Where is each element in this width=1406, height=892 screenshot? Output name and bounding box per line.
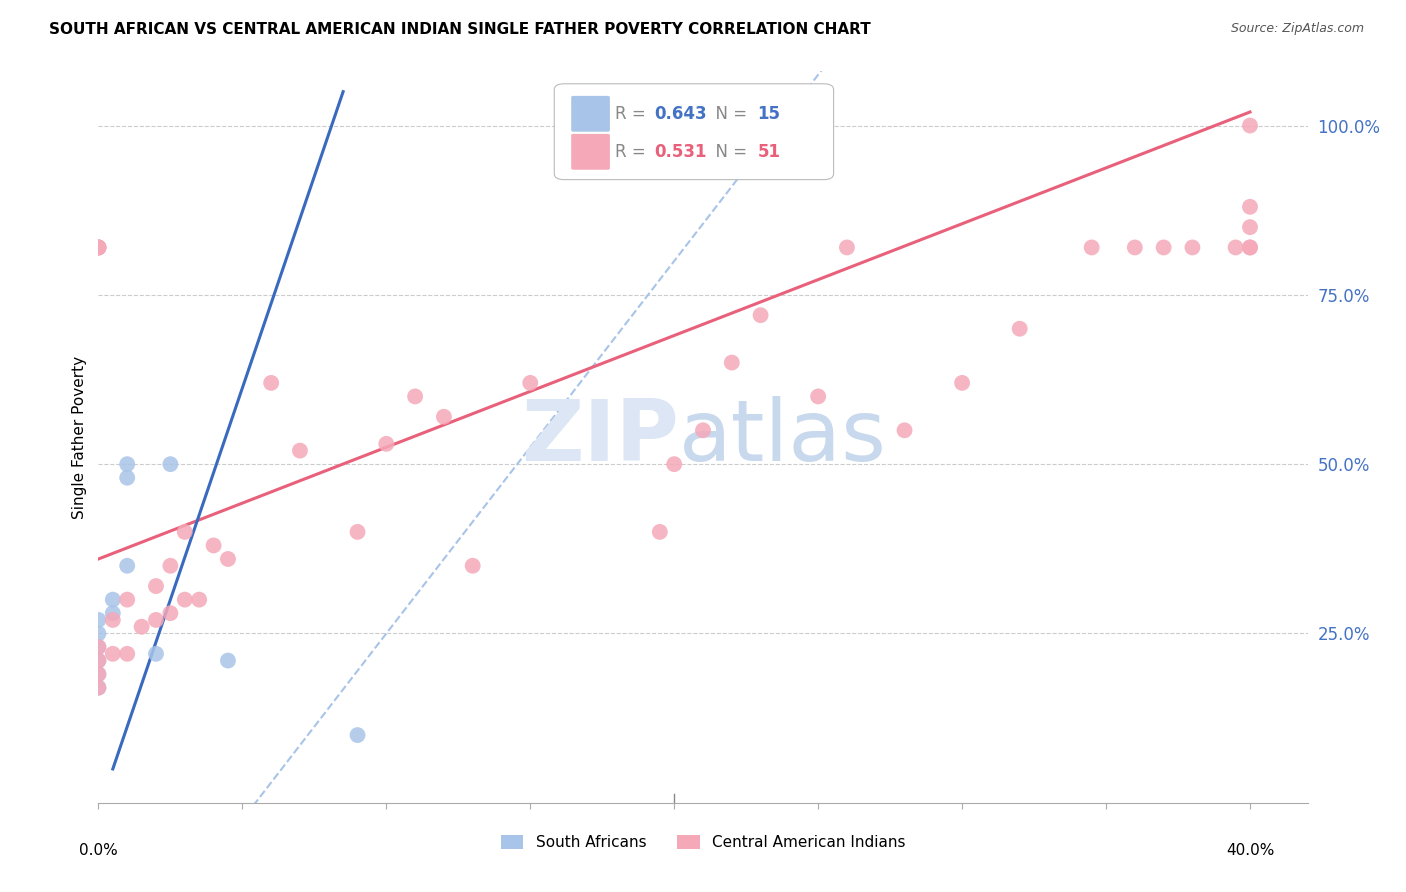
- Point: [173, 592, 195, 607]
- Point: [664, 457, 686, 471]
- Point: [1239, 240, 1261, 254]
- Point: [217, 654, 239, 668]
- Point: [87, 240, 110, 254]
- Text: 0.643: 0.643: [655, 104, 707, 123]
- Point: [145, 647, 167, 661]
- Point: [87, 640, 110, 654]
- FancyBboxPatch shape: [571, 95, 610, 132]
- Point: [87, 626, 110, 640]
- Point: [115, 457, 138, 471]
- Legend: South Africans, Central American Indians: South Africans, Central American Indians: [501, 835, 905, 850]
- Point: [749, 308, 772, 322]
- Point: [87, 667, 110, 681]
- Point: [1123, 240, 1146, 254]
- Point: [173, 524, 195, 539]
- Point: [87, 667, 110, 681]
- Text: Source: ZipAtlas.com: Source: ZipAtlas.com: [1230, 22, 1364, 36]
- Text: R =: R =: [614, 143, 651, 161]
- Point: [217, 552, 239, 566]
- Text: R =: R =: [614, 104, 651, 123]
- Point: [87, 640, 110, 654]
- Point: [115, 592, 138, 607]
- Point: [1153, 240, 1175, 254]
- Point: [1181, 240, 1204, 254]
- Point: [115, 471, 138, 485]
- Point: [1239, 220, 1261, 235]
- Point: [260, 376, 283, 390]
- Point: [101, 606, 124, 620]
- Point: [404, 389, 426, 403]
- Point: [87, 240, 110, 254]
- Point: [87, 240, 110, 254]
- Point: [159, 606, 181, 620]
- Text: 51: 51: [758, 143, 780, 161]
- Text: 15: 15: [758, 104, 780, 123]
- Point: [1239, 119, 1261, 133]
- Point: [375, 437, 398, 451]
- Point: [807, 389, 830, 403]
- Text: 40.0%: 40.0%: [1226, 843, 1274, 858]
- Text: SOUTH AFRICAN VS CENTRAL AMERICAN INDIAN SINGLE FATHER POVERTY CORRELATION CHART: SOUTH AFRICAN VS CENTRAL AMERICAN INDIAN…: [49, 22, 870, 37]
- Text: atlas: atlas: [679, 395, 887, 479]
- Point: [115, 647, 138, 661]
- Point: [1239, 200, 1261, 214]
- Point: [1239, 240, 1261, 254]
- Y-axis label: Single Father Poverty: Single Father Poverty: [72, 356, 87, 518]
- Point: [433, 409, 456, 424]
- Point: [101, 592, 124, 607]
- Point: [288, 443, 311, 458]
- Point: [101, 613, 124, 627]
- Point: [648, 524, 671, 539]
- Point: [159, 558, 181, 573]
- Point: [461, 558, 484, 573]
- Point: [346, 728, 368, 742]
- Point: [87, 240, 110, 254]
- Text: 0.0%: 0.0%: [79, 843, 118, 858]
- Point: [145, 613, 167, 627]
- Text: 0.531: 0.531: [655, 143, 707, 161]
- Point: [87, 240, 110, 254]
- Point: [692, 423, 714, 437]
- Point: [87, 654, 110, 668]
- FancyBboxPatch shape: [571, 134, 610, 169]
- Point: [87, 681, 110, 695]
- Point: [893, 423, 915, 437]
- Text: N =: N =: [706, 143, 752, 161]
- Point: [131, 620, 153, 634]
- Point: [87, 681, 110, 695]
- Point: [519, 376, 541, 390]
- Point: [720, 355, 742, 369]
- Point: [950, 376, 973, 390]
- Point: [188, 592, 211, 607]
- Point: [835, 240, 858, 254]
- Point: [87, 654, 110, 668]
- Text: ZIP: ZIP: [522, 395, 679, 479]
- Point: [346, 524, 368, 539]
- Text: N =: N =: [706, 104, 752, 123]
- Point: [1008, 322, 1031, 336]
- Point: [1080, 240, 1102, 254]
- FancyBboxPatch shape: [554, 84, 834, 179]
- Point: [87, 613, 110, 627]
- Point: [115, 558, 138, 573]
- Point: [1225, 240, 1247, 254]
- Point: [145, 579, 167, 593]
- Point: [101, 647, 124, 661]
- Point: [159, 457, 181, 471]
- Point: [202, 538, 225, 552]
